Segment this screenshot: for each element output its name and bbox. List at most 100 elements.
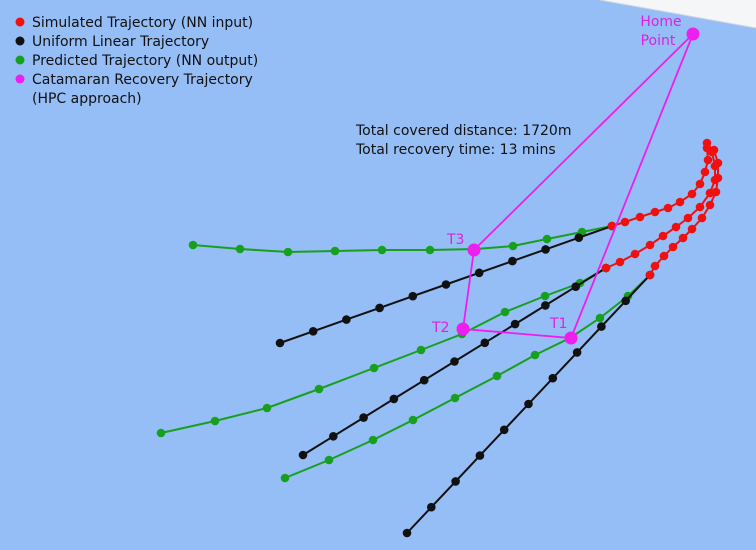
- uniform-track-point: [510, 319, 520, 329]
- simulated-track-point: [671, 222, 681, 232]
- uniform-track-point: [541, 301, 550, 310]
- uniform-track-point: [474, 268, 484, 278]
- uniform-track-point: [308, 327, 318, 336]
- waypoint-label: T1: [549, 316, 567, 332]
- simulated-track-point: [620, 217, 630, 227]
- uniform-track-point: [359, 413, 368, 422]
- uniform-track-point: [298, 450, 308, 460]
- simulated-track-point: [703, 155, 713, 165]
- simulated-track-point: [650, 261, 660, 271]
- simulated-track-point: [687, 224, 697, 234]
- simulated-track-point: [645, 270, 655, 280]
- uniform-track-point: [621, 296, 630, 306]
- simulated-track-point: [687, 189, 697, 199]
- simulated-track-point: [713, 173, 723, 183]
- uniform-track-point: [499, 425, 509, 435]
- predicted-track-point: [542, 234, 552, 244]
- uniform-track-point: [548, 373, 558, 383]
- uniform-track-point: [597, 322, 606, 331]
- predicted-track-point: [377, 245, 387, 255]
- simulated-track-point: [635, 212, 645, 222]
- corner-edge: [599, 0, 756, 29]
- waypoint-label: T3: [446, 232, 464, 248]
- legend-label: Catamaran Recovery Trajectory: [32, 72, 253, 88]
- predicted-track-point: [314, 384, 324, 394]
- uniform-track-point: [451, 477, 460, 486]
- predicted-track-point: [188, 240, 198, 250]
- waypoint: [686, 27, 700, 41]
- simulated-track-point: [683, 213, 693, 223]
- simulated-track-point: [663, 203, 673, 213]
- simulated-track-point: [705, 200, 715, 210]
- simulated-track-point: [697, 213, 707, 223]
- uniform-track-point: [541, 245, 550, 254]
- simulated-track-point: [713, 158, 723, 168]
- predicted-track-point: [156, 428, 166, 438]
- simulated-track-point: [709, 145, 719, 155]
- legend-label: Simulated Trajectory (NN input): [32, 15, 253, 31]
- simulated-track-point: [645, 240, 655, 250]
- predicted-track-point: [416, 345, 426, 355]
- simulated-track-point: [695, 179, 705, 189]
- tracks: T1 T2 T3 Home Point: [156, 14, 723, 538]
- uniform-track-point: [475, 451, 485, 460]
- simulated-track-point: [668, 242, 678, 252]
- uniform-track-point: [342, 315, 351, 324]
- legend-label: Predicted Trajectory (NN output): [32, 53, 258, 69]
- predicted-track-point: [369, 363, 379, 373]
- uniform-track-point: [389, 394, 399, 404]
- predicted-track-point: [450, 393, 460, 403]
- predicted-track-point: [330, 246, 340, 256]
- waypoint: [564, 331, 578, 345]
- uniform-track-point: [275, 338, 285, 348]
- predicted-track-point: [210, 416, 220, 426]
- predicted-track-point: [368, 435, 378, 445]
- simulated-track-point: [601, 263, 611, 273]
- uniform-track-point: [329, 432, 338, 441]
- predicted-track-point: [324, 455, 334, 465]
- simulated-track-point: [711, 187, 721, 197]
- predicted-track-point: [262, 403, 272, 413]
- predicted-track-point: [283, 247, 293, 257]
- predicted-track-point: [235, 244, 245, 254]
- legend-dot: [15, 74, 25, 84]
- simulated-track-point: [700, 167, 710, 177]
- uniform-track-point: [508, 256, 517, 266]
- legend-label: Uniform Linear Trajectory: [32, 34, 209, 50]
- time-annotation: Total recovery time: 13 mins: [355, 142, 556, 158]
- legend-dot: [15, 55, 25, 65]
- uniform-track-point: [524, 399, 533, 409]
- predicted-track-point: [280, 473, 290, 483]
- uniform-track-point: [408, 291, 418, 301]
- predicted-track-point: [540, 291, 550, 301]
- predicted-track-point: [595, 313, 605, 323]
- uniform-track-point: [480, 338, 490, 348]
- waypoint-label: Point: [641, 33, 676, 49]
- uniform-track-point: [402, 528, 412, 538]
- legend-label: (HPC approach): [32, 91, 142, 107]
- simulated-track-point: [695, 202, 705, 212]
- uniform-track-point: [572, 348, 582, 357]
- uniform-track-point: [427, 502, 436, 512]
- predicted-track-point: [508, 241, 518, 251]
- waypoint: [467, 243, 481, 257]
- simulated-track-point: [702, 138, 712, 148]
- simulated-track-point: [630, 249, 640, 259]
- legend: Simulated Trajectory (NN input) Uniform L…: [15, 15, 258, 107]
- uniform-track-point: [450, 357, 459, 366]
- waypoint-label: T2: [431, 320, 449, 336]
- legend-dot: [15, 17, 25, 27]
- uniform-track-point: [441, 280, 451, 289]
- predicted-track-point: [425, 245, 435, 255]
- simulated-track-point: [658, 231, 668, 241]
- predicted-track-point: [530, 350, 540, 360]
- uniform-track-point: [419, 375, 429, 385]
- uniform-track-point: [375, 303, 384, 313]
- simulated-track-point: [650, 207, 660, 217]
- uniform-track-point: [574, 233, 584, 242]
- uniform-track-point: [571, 282, 580, 292]
- legend-dot: [15, 36, 25, 46]
- simulated-track-point: [678, 233, 688, 243]
